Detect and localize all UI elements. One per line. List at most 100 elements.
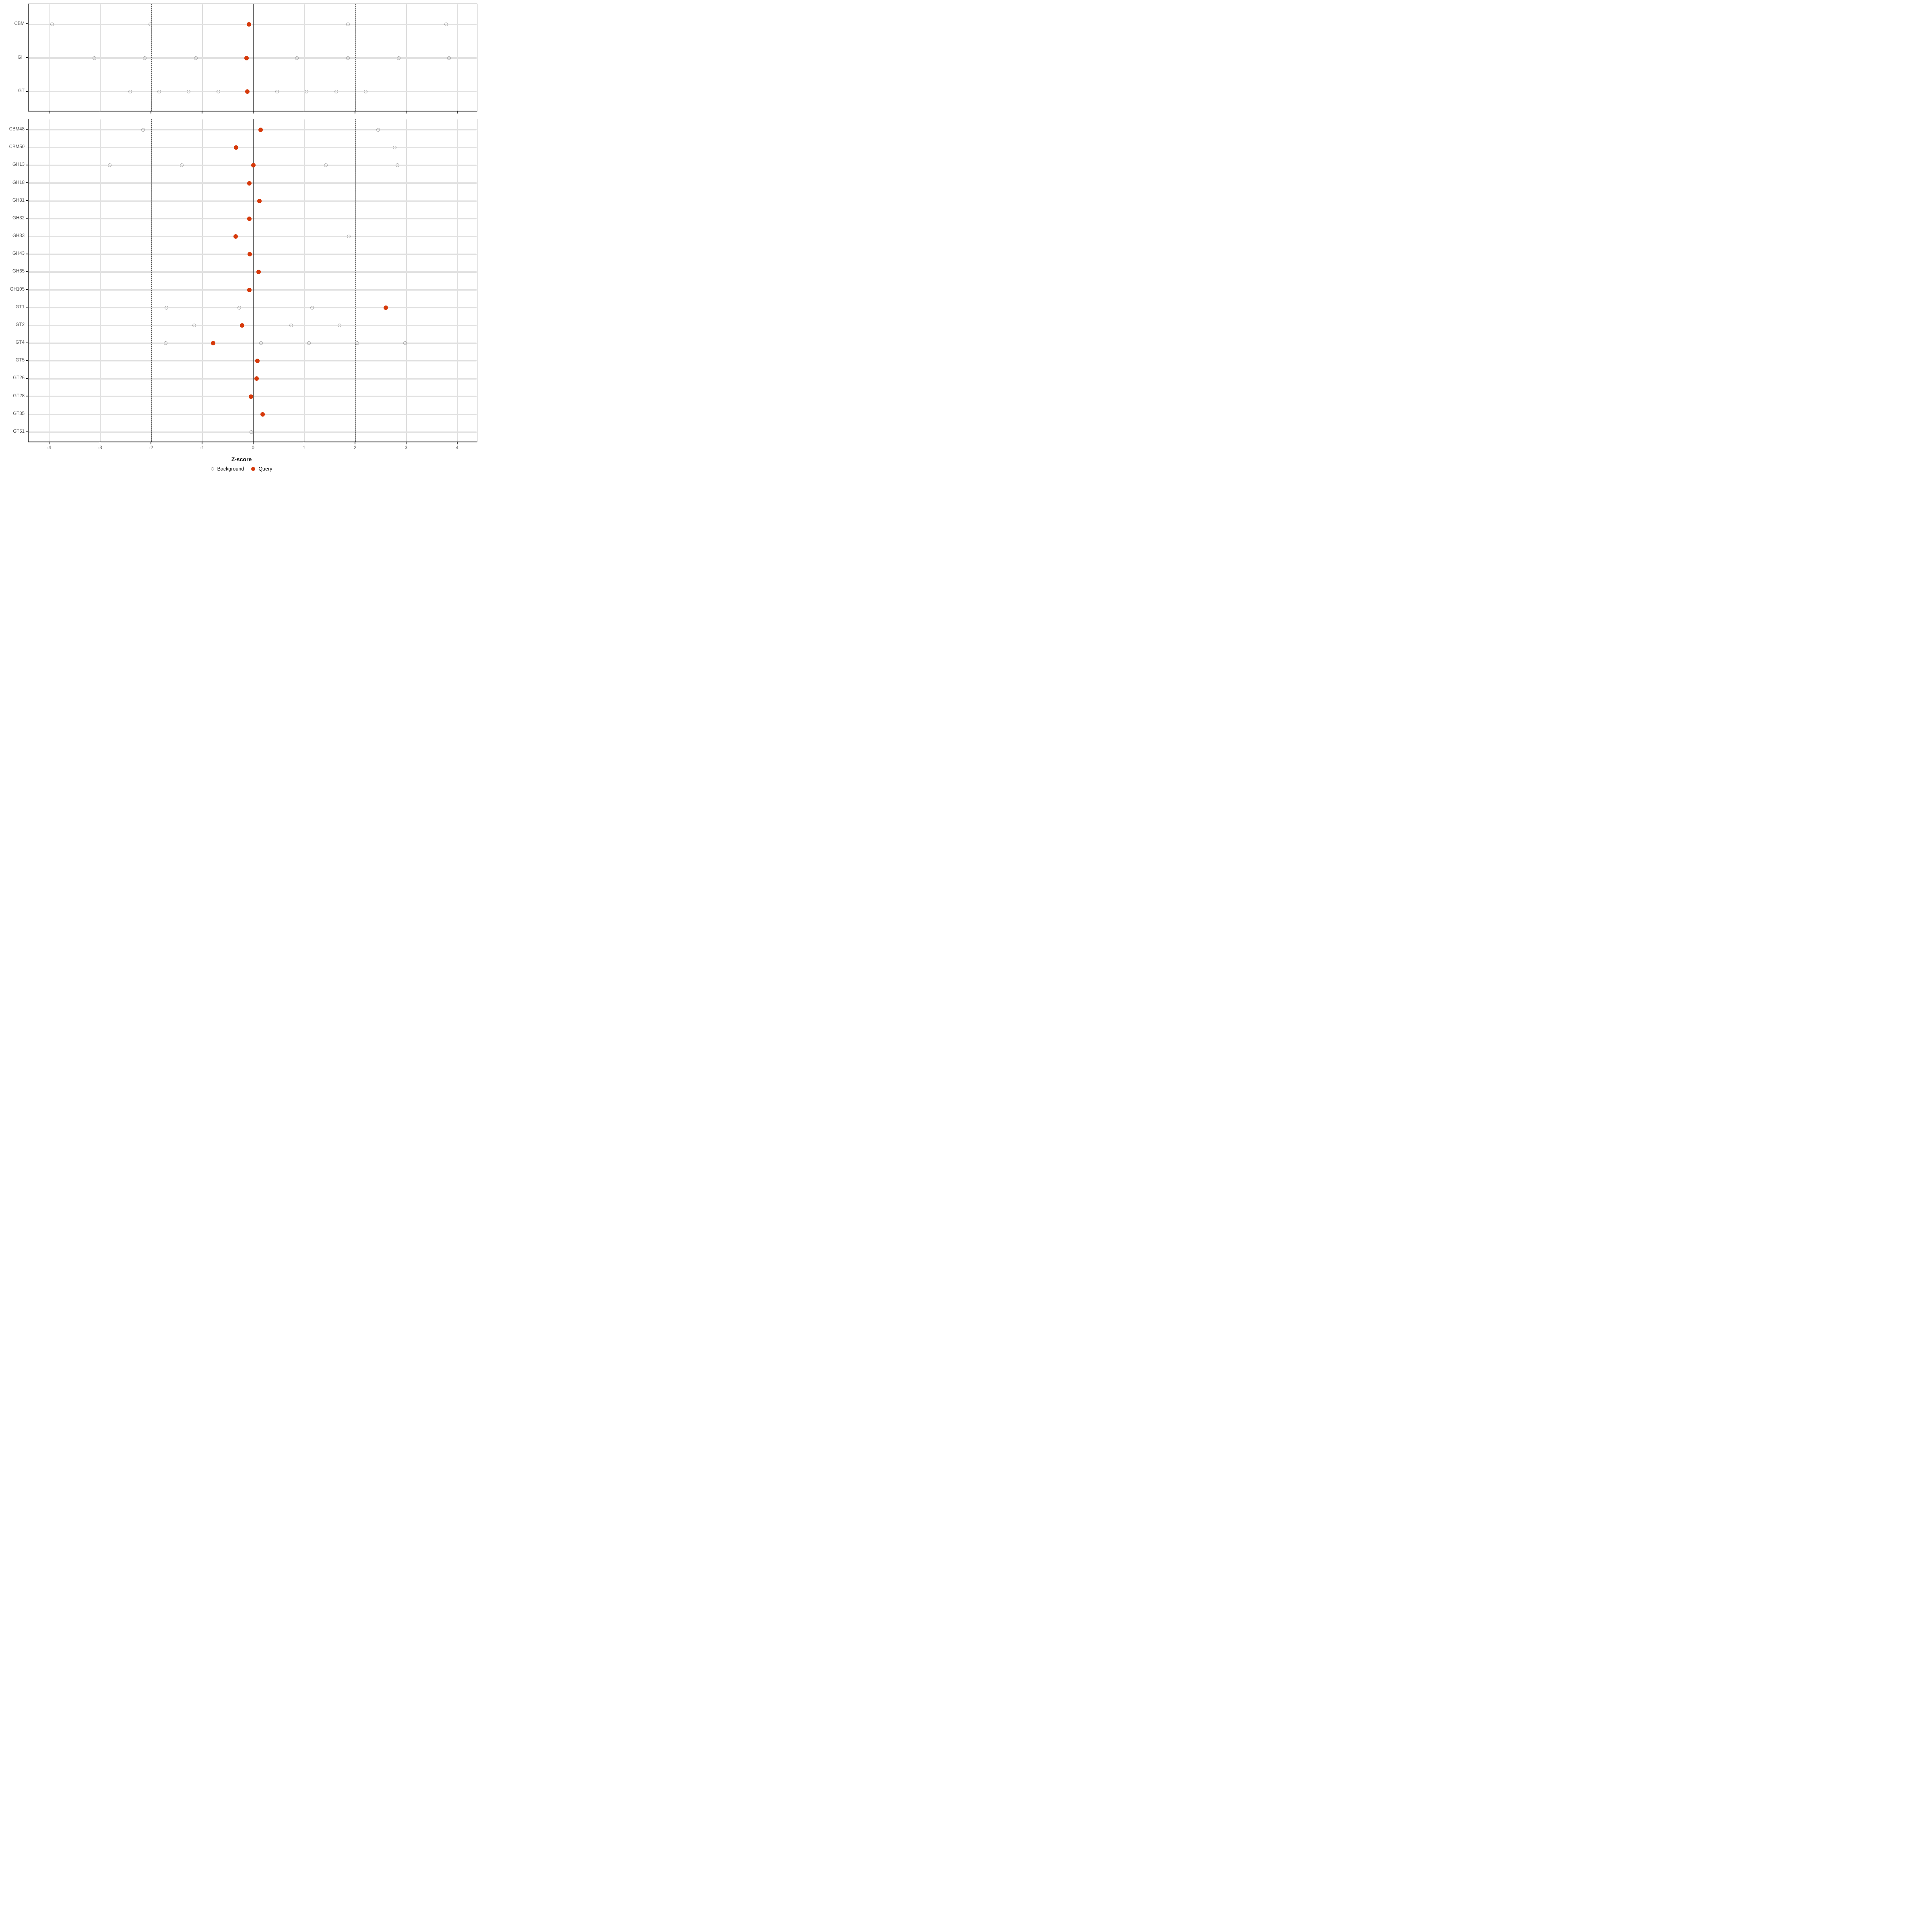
legend-item-background: Background (211, 466, 244, 472)
background-point (295, 56, 299, 60)
y-axis-label: GT1 (15, 304, 25, 310)
background-point (141, 128, 145, 132)
x-axis-tick (252, 442, 254, 444)
background-point (149, 22, 153, 26)
y-axis-tick (26, 431, 28, 432)
x-axis-tick (456, 111, 458, 114)
y-axis-tick (26, 307, 28, 308)
row-stripe (29, 324, 477, 326)
y-axis-tick (26, 378, 28, 379)
x-axis-title: Z-score (231, 456, 252, 462)
background-point (192, 323, 196, 327)
background-point (447, 56, 451, 60)
x-gridline (457, 119, 458, 442)
query-point (247, 287, 252, 292)
y-axis-tick (26, 57, 28, 58)
background-point (346, 22, 350, 26)
y-axis-label: GT2 (15, 322, 25, 327)
panel-cazyme-families (28, 119, 477, 442)
x-gridline (100, 119, 101, 442)
background-point (376, 128, 380, 132)
background-point (107, 163, 111, 167)
dashed-reference-line (355, 119, 356, 442)
y-axis-label: GH31 (12, 198, 25, 203)
background-point (128, 90, 132, 94)
background-point (334, 90, 338, 94)
row-stripe (29, 200, 477, 202)
y-axis-label: GH65 (12, 269, 25, 274)
y-axis-label: GT35 (13, 411, 25, 416)
y-axis-label: GH33 (12, 233, 25, 239)
row-stripe (29, 235, 477, 237)
y-axis-label: GH105 (10, 287, 25, 292)
background-point (92, 56, 96, 60)
panel-cazyme-classes (28, 4, 477, 111)
x-axis-tick-label: -2 (149, 446, 153, 450)
background-point (259, 341, 263, 345)
x-gridline (406, 119, 407, 442)
row-stripe (29, 218, 477, 220)
y-axis-label: GT51 (13, 429, 25, 434)
query-point (245, 89, 250, 94)
query-point (248, 394, 253, 399)
x-axis-tick-label: 1 (303, 446, 305, 450)
background-point (164, 341, 168, 345)
row-stripe (29, 23, 477, 25)
x-axis-tick (99, 111, 101, 114)
query-point (240, 323, 245, 328)
legend-query-label: Query (258, 466, 272, 472)
y-axis-label: CBM (14, 21, 25, 26)
x-axis-tick (406, 111, 407, 114)
background-point (395, 163, 399, 167)
query-point (383, 305, 388, 310)
y-axis-tick (26, 147, 28, 148)
dashed-reference-line (355, 4, 356, 111)
y-axis-label: GT (18, 89, 25, 94)
background-point (164, 305, 168, 310)
background-point (444, 22, 448, 26)
y-axis-tick (26, 218, 28, 219)
dashed-reference-line (151, 4, 152, 111)
query-point (244, 56, 249, 60)
row-stripe (29, 91, 477, 93)
x-gridline (304, 119, 305, 442)
background-point (187, 90, 191, 94)
y-axis-label: CBM48 (9, 127, 25, 132)
query-point (255, 359, 260, 363)
row-stripe (29, 147, 477, 149)
x-axis-tick (99, 442, 101, 444)
legend-item-query: Query (251, 466, 272, 472)
y-axis-label: GH43 (12, 251, 25, 256)
row-stripe (29, 307, 477, 308)
x-axis-tick-label: 4 (456, 446, 458, 450)
x-axis-tick (456, 442, 458, 444)
background-point (338, 323, 342, 327)
row-stripe (29, 360, 477, 362)
y-axis-tick (26, 271, 28, 272)
query-filled-circle-icon (251, 467, 256, 471)
y-axis-label: GT28 (13, 393, 25, 398)
x-axis-tick-label: -4 (47, 446, 51, 450)
background-point (289, 323, 293, 327)
x-axis-tick-label: -3 (98, 446, 102, 450)
row-stripe (29, 413, 477, 415)
row-stripe (29, 254, 477, 255)
background-point (310, 305, 314, 310)
background-point (393, 146, 397, 150)
row-stripe (29, 378, 477, 380)
x-axis-tick (252, 111, 254, 114)
background-point (216, 90, 220, 94)
background-point (194, 56, 198, 60)
background-point (397, 56, 401, 60)
background-point (305, 90, 309, 94)
x-gridline (49, 119, 50, 442)
x-axis-tick (303, 442, 305, 444)
query-point (247, 181, 252, 186)
row-stripe (29, 289, 477, 291)
x-axis-tick (48, 111, 50, 114)
background-point (307, 341, 311, 345)
y-axis-tick (26, 289, 28, 290)
zero-reference-line (253, 4, 254, 111)
background-point (50, 22, 54, 26)
x-axis-tick-label: -1 (200, 446, 204, 450)
